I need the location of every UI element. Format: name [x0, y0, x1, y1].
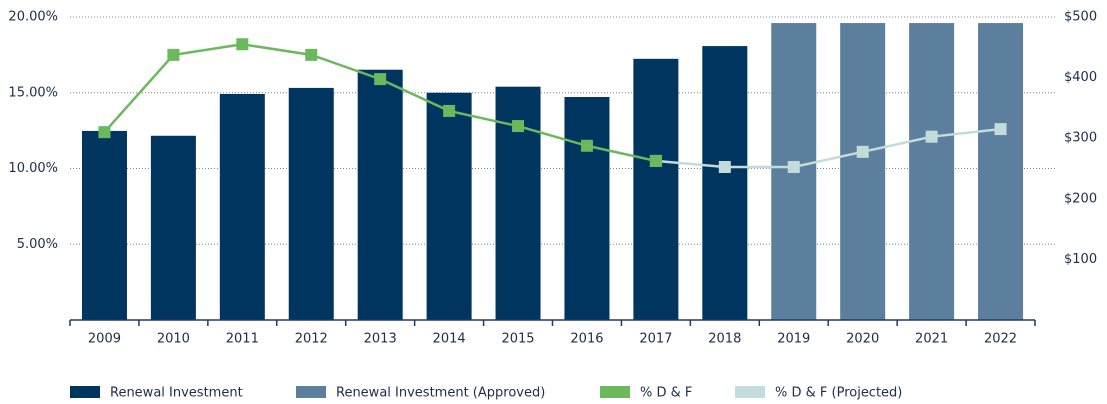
x-tick-label: 2016 [570, 332, 603, 347]
legend-swatch [70, 386, 100, 398]
y2-tick-label: $100 [1064, 252, 1097, 267]
line-marker [443, 104, 456, 117]
x-tick-label: 2020 [846, 332, 879, 347]
y-tick-label: 20.00% [8, 10, 58, 25]
x-tick-label: 2013 [364, 332, 397, 347]
bar [288, 87, 334, 320]
legend-swatch [296, 386, 326, 398]
y2-tick-label: $200 [1064, 191, 1097, 206]
line [655, 127, 1001, 169]
line-marker [925, 130, 938, 143]
x-tick-label: 2014 [433, 332, 466, 347]
x-tick-label: 2015 [501, 332, 534, 347]
y-tick-label: 15.00% [8, 85, 58, 100]
x-tick-label: 2017 [639, 332, 672, 347]
x-tick-label: 2012 [295, 332, 328, 347]
legend-swatch [600, 386, 630, 398]
y2-tick-label: $500 [1064, 10, 1097, 25]
x-tick-label: 2018 [708, 332, 741, 347]
line-marker [167, 48, 180, 61]
y2-tick-label: $300 [1064, 131, 1097, 146]
x-tick-label: 2009 [88, 332, 121, 347]
x-tick-label: 2010 [157, 332, 190, 347]
line-marker [305, 48, 318, 61]
bar [81, 130, 127, 320]
bar [564, 96, 610, 320]
y-tick-label: 10.00% [8, 161, 58, 176]
bar [909, 23, 955, 321]
y-tick-label: 5.00% [17, 237, 58, 252]
legend-swatch [735, 386, 765, 398]
line-marker [98, 126, 111, 139]
line-marker [374, 73, 387, 86]
line-marker [236, 38, 249, 51]
bar [633, 58, 679, 321]
y2-tick-label: $400 [1064, 70, 1097, 85]
legend-label: % D & F [640, 386, 692, 401]
bar [219, 93, 265, 320]
bar [426, 92, 472, 320]
bar [978, 23, 1024, 321]
x-tick-label: 2022 [984, 332, 1017, 347]
legend-label: Renewal Investment (Approved) [336, 386, 545, 401]
bar [702, 46, 748, 320]
line-marker [787, 160, 800, 173]
bar [840, 23, 886, 321]
line-marker [856, 145, 869, 158]
line-marker [718, 160, 731, 173]
x-tick-label: 2021 [915, 332, 948, 347]
line-marker [994, 123, 1007, 136]
line-marker [580, 139, 593, 152]
legend-label: Renewal Investment [110, 386, 243, 401]
bar [357, 69, 403, 320]
bar [150, 135, 196, 320]
line-marker [512, 120, 525, 133]
x-tick-label: 2011 [226, 332, 259, 347]
legend-label: % D & F (Projected) [775, 386, 902, 401]
line-marker [649, 154, 662, 167]
x-tick-label: 2019 [777, 332, 810, 347]
